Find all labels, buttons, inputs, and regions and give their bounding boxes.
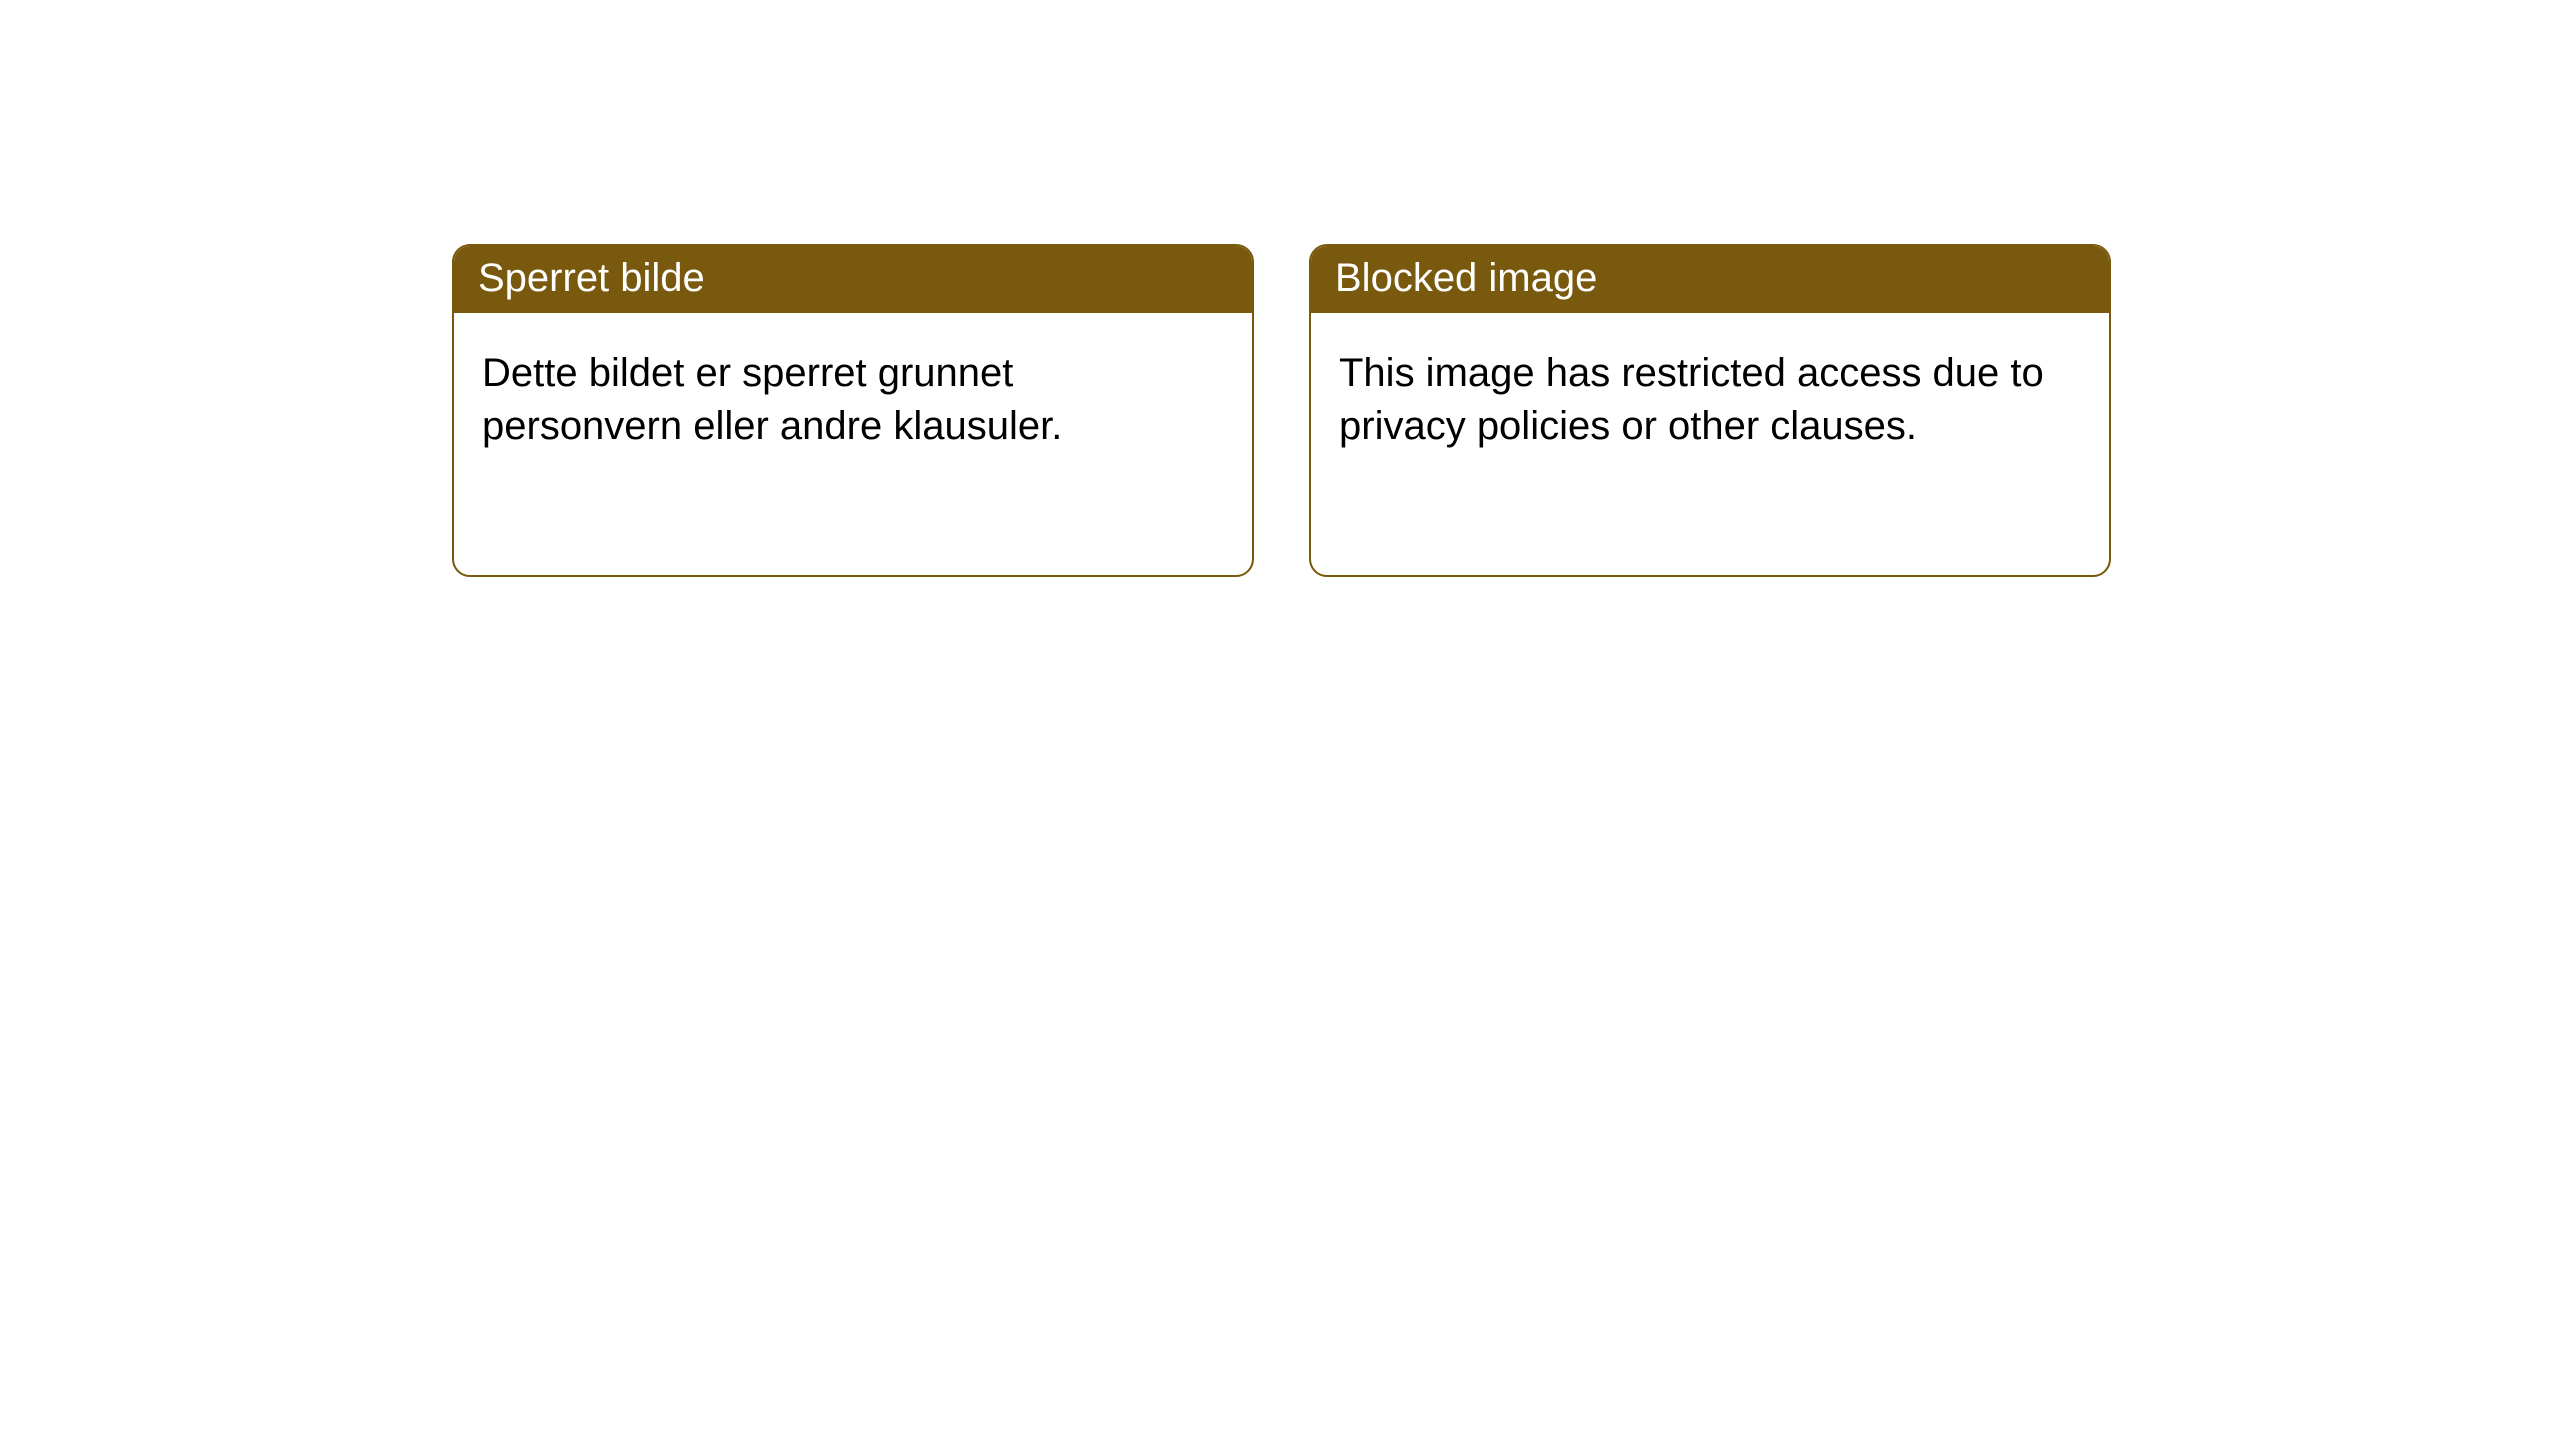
- notice-header: Sperret bilde: [454, 246, 1252, 313]
- notice-header: Blocked image: [1311, 246, 2109, 313]
- notice-body: Dette bildet er sperret grunnet personve…: [454, 313, 1252, 481]
- notice-title: Blocked image: [1335, 256, 1597, 300]
- notice-body-text: This image has restricted access due to …: [1339, 351, 2044, 448]
- notice-title: Sperret bilde: [478, 256, 705, 300]
- notice-body: This image has restricted access due to …: [1311, 313, 2109, 481]
- notice-card-norwegian: Sperret bilde Dette bildet er sperret gr…: [452, 244, 1254, 577]
- notice-card-english: Blocked image This image has restricted …: [1309, 244, 2111, 577]
- notice-container: Sperret bilde Dette bildet er sperret gr…: [0, 0, 2560, 577]
- notice-body-text: Dette bildet er sperret grunnet personve…: [482, 351, 1062, 448]
